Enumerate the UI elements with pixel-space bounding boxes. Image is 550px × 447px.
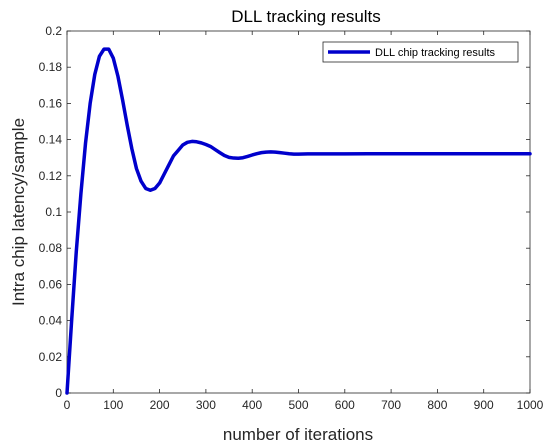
y-axis-label: Intra chip latency/sample <box>9 118 28 306</box>
x-tick-label: 400 <box>242 398 262 412</box>
y-tick-label: 0.2 <box>45 24 62 38</box>
series-line <box>65 47 532 395</box>
y-axis: 0 0.02 0.04 0.06 0.08 0.1 0.12 0.14 0.16 0.18 0.2 <box>39 24 530 400</box>
y-tick-label: 0.14 <box>39 133 63 147</box>
legend-box <box>322 41 519 63</box>
x-tick-label: 800 <box>427 398 447 412</box>
x-tick-label: 0 <box>64 398 71 412</box>
y-tick-label: 0.16 <box>39 96 63 110</box>
chart-title: DLL tracking results <box>231 7 381 26</box>
x-tick-label: 100 <box>103 398 123 412</box>
x-tick-label: 900 <box>474 398 494 412</box>
x-tick-label: 500 <box>288 398 308 412</box>
y-tick-label: 0.1 <box>45 205 62 219</box>
y-tick-label: 0.18 <box>39 60 63 74</box>
y-tick-label: 0.04 <box>39 314 63 328</box>
x-axis-label: number of iterations <box>223 425 373 444</box>
y-tick-label: 0.02 <box>39 350 63 364</box>
x-tick-label: 600 <box>335 398 355 412</box>
y-tick-label: 0.12 <box>39 169 63 183</box>
x-tick-label: 1000 <box>517 398 544 412</box>
plot-area <box>66 30 531 394</box>
legend-label: DLL chip tracking results <box>375 47 496 59</box>
series-layer <box>65 47 532 395</box>
x-axis: 0 100 200 300 400 500 600 700 800 900 1000 <box>64 31 544 412</box>
plot-frame <box>66 30 531 394</box>
y-tick-label: 0.06 <box>39 277 63 291</box>
y-tick-label: 0 <box>55 386 62 400</box>
x-tick-label: 700 <box>381 398 401 412</box>
x-tick-label: 300 <box>196 398 216 412</box>
y-tick-label: 0.08 <box>39 241 63 255</box>
legend: DLL chip tracking results <box>322 41 519 63</box>
x-tick-label: 200 <box>150 398 170 412</box>
